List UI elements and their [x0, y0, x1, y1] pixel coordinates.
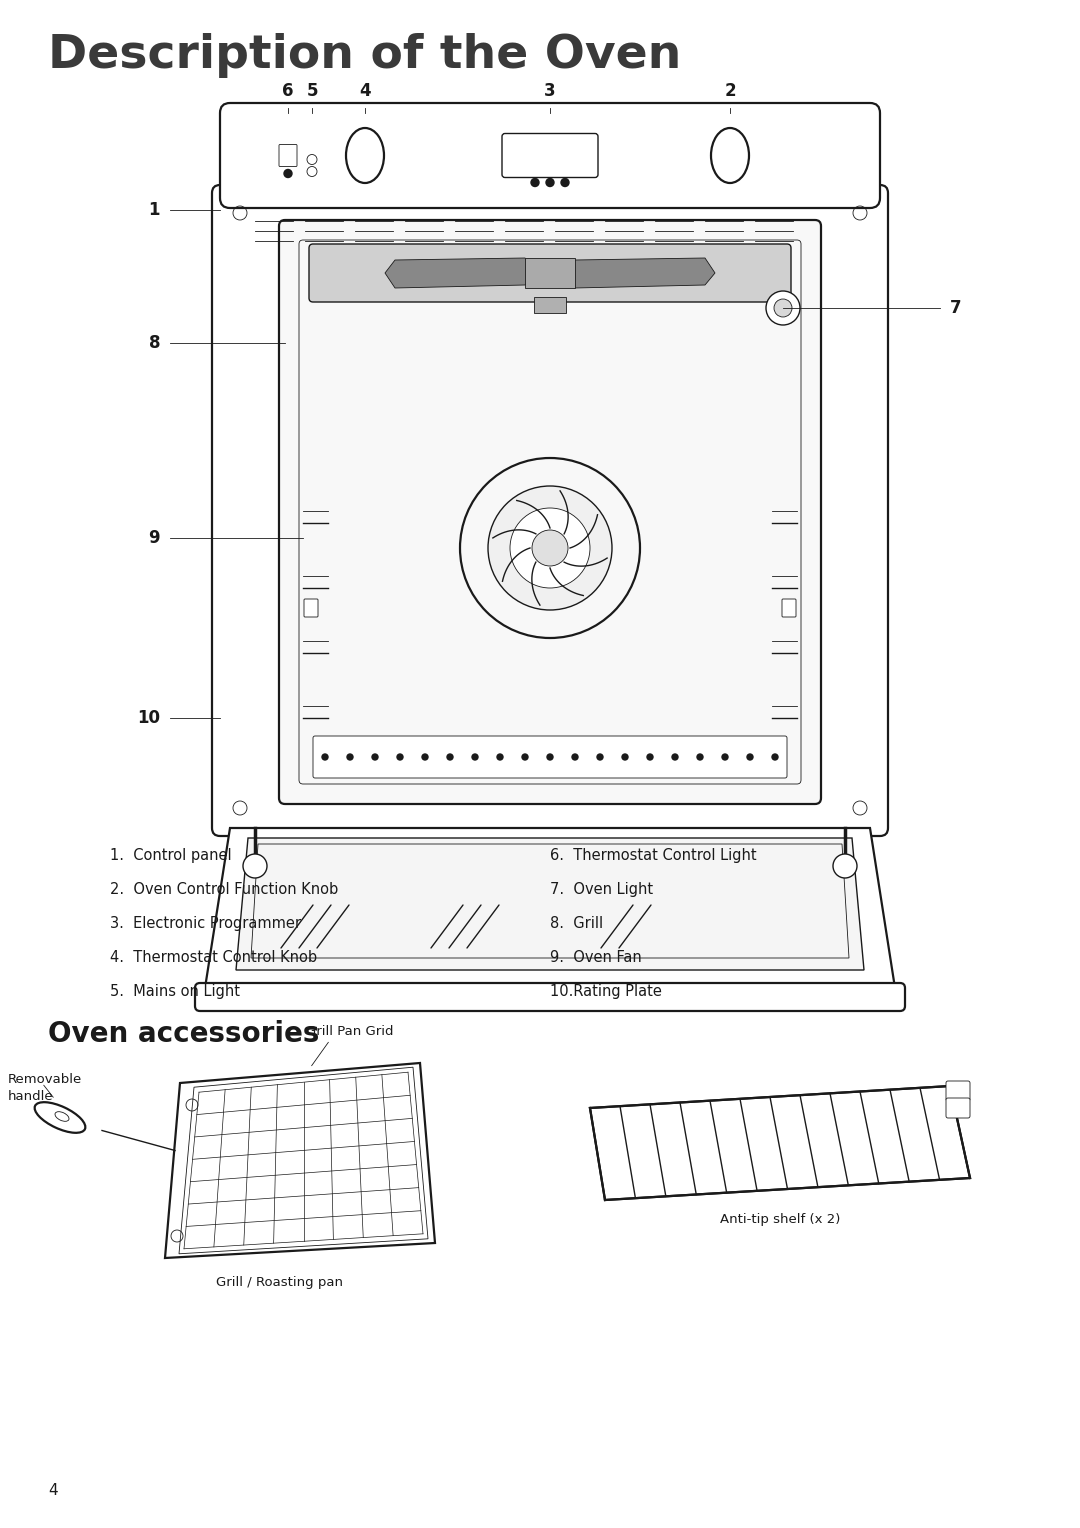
- FancyBboxPatch shape: [502, 133, 598, 177]
- Ellipse shape: [55, 1112, 69, 1122]
- Text: Grill / Roasting pan: Grill / Roasting pan: [216, 1276, 343, 1290]
- Ellipse shape: [35, 1102, 85, 1132]
- Circle shape: [546, 753, 553, 759]
- FancyBboxPatch shape: [534, 296, 566, 313]
- FancyBboxPatch shape: [946, 1099, 970, 1118]
- Circle shape: [647, 753, 653, 759]
- Text: Anti-tip shelf (x 2): Anti-tip shelf (x 2): [719, 1213, 840, 1225]
- Text: Description of the Oven: Description of the Oven: [48, 34, 681, 78]
- Text: 9: 9: [148, 529, 160, 547]
- Polygon shape: [525, 258, 575, 287]
- Polygon shape: [165, 1063, 435, 1258]
- Circle shape: [723, 753, 728, 759]
- Circle shape: [488, 486, 612, 610]
- Circle shape: [766, 290, 800, 325]
- Text: 2: 2: [725, 83, 735, 99]
- Text: Grill Pan Grid: Grill Pan Grid: [307, 1025, 394, 1038]
- Circle shape: [397, 753, 403, 759]
- Circle shape: [597, 753, 603, 759]
- Circle shape: [447, 753, 453, 759]
- Text: 6.  Thermostat Control Light: 6. Thermostat Control Light: [550, 848, 757, 863]
- Circle shape: [774, 299, 792, 316]
- Circle shape: [572, 753, 578, 759]
- Polygon shape: [205, 828, 895, 989]
- Text: 7: 7: [950, 299, 961, 316]
- Circle shape: [422, 753, 428, 759]
- Text: 3: 3: [544, 83, 556, 99]
- Text: 1.  Control panel: 1. Control panel: [110, 848, 231, 863]
- Text: Removable
handle: Removable handle: [8, 1073, 82, 1103]
- Polygon shape: [565, 258, 715, 287]
- FancyBboxPatch shape: [946, 1080, 970, 1102]
- Circle shape: [622, 753, 627, 759]
- FancyBboxPatch shape: [782, 599, 796, 617]
- Text: 8: 8: [149, 335, 160, 351]
- Polygon shape: [384, 258, 535, 287]
- FancyBboxPatch shape: [313, 736, 787, 778]
- Circle shape: [497, 753, 503, 759]
- Circle shape: [510, 507, 590, 588]
- FancyBboxPatch shape: [279, 220, 821, 804]
- Text: Oven accessories: Oven accessories: [48, 1021, 320, 1048]
- FancyBboxPatch shape: [303, 599, 318, 617]
- Circle shape: [833, 854, 858, 879]
- Text: 5.  Mains on Light: 5. Mains on Light: [110, 984, 240, 999]
- Circle shape: [561, 179, 569, 186]
- Text: 1: 1: [149, 202, 160, 219]
- Text: 4.  Thermostat Control Knob: 4. Thermostat Control Knob: [110, 950, 318, 966]
- Circle shape: [284, 170, 292, 177]
- Text: 6: 6: [282, 83, 294, 99]
- Text: 8.  Grill: 8. Grill: [550, 915, 603, 931]
- Text: 7.  Oven Light: 7. Oven Light: [550, 882, 653, 897]
- FancyBboxPatch shape: [309, 244, 791, 303]
- Circle shape: [697, 753, 703, 759]
- Text: 9.  Oven Fan: 9. Oven Fan: [550, 950, 642, 966]
- Circle shape: [546, 179, 554, 186]
- Text: 2.  Oven Control Function Knob: 2. Oven Control Function Knob: [110, 882, 338, 897]
- Text: 5: 5: [307, 83, 318, 99]
- FancyBboxPatch shape: [195, 983, 905, 1012]
- Circle shape: [747, 753, 753, 759]
- Polygon shape: [590, 1086, 970, 1199]
- FancyBboxPatch shape: [212, 185, 888, 836]
- Circle shape: [322, 753, 328, 759]
- Text: 4: 4: [48, 1484, 57, 1497]
- Text: 4: 4: [360, 83, 370, 99]
- FancyBboxPatch shape: [220, 102, 880, 208]
- Polygon shape: [179, 1067, 428, 1254]
- FancyBboxPatch shape: [279, 145, 297, 167]
- Circle shape: [532, 530, 568, 565]
- Circle shape: [243, 854, 267, 879]
- Circle shape: [347, 753, 353, 759]
- Text: 10.Rating Plate: 10.Rating Plate: [550, 984, 662, 999]
- Circle shape: [672, 753, 678, 759]
- Circle shape: [772, 753, 778, 759]
- Circle shape: [372, 753, 378, 759]
- Text: 3.  Electronic Programmer: 3. Electronic Programmer: [110, 915, 301, 931]
- Circle shape: [531, 179, 539, 186]
- Text: 10: 10: [137, 709, 160, 727]
- Circle shape: [522, 753, 528, 759]
- Polygon shape: [237, 837, 864, 970]
- Circle shape: [472, 753, 478, 759]
